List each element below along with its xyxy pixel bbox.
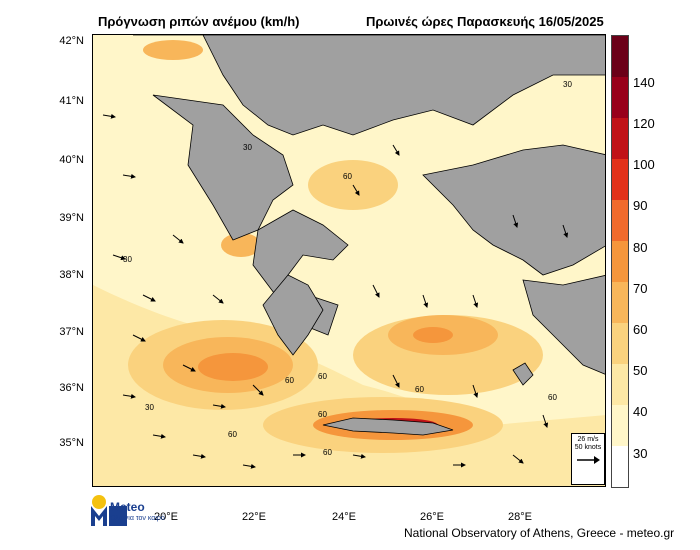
contour-label: 60 [228,430,237,439]
contour-label: 30 [563,80,572,89]
colorbar-label-30: 30 [633,446,648,461]
colorbar-label-120: 120 [633,116,655,131]
logo-name: Meteo [110,500,145,514]
colorbar-segment [612,446,628,487]
lat-label-42: 42°N [59,35,84,47]
contour-label: 60 [548,393,557,402]
reference-vector-box: 26 m/s 50 knots [571,433,605,485]
colorbar-segment [612,118,628,159]
meteo-logo-icon [91,495,127,526]
map-canvas: 30 30 60 60 60 60 60 60 30 30 60 60 [93,35,605,486]
land-masses [133,35,605,375]
lon-label-22: 22°E [242,511,266,523]
colorbar-segment [612,200,628,241]
lon-label-24: 24°E [332,511,356,523]
lon-label-26: 26°E [420,511,444,523]
contour-label: 30 [123,255,132,264]
contour-label: 30 [145,403,154,412]
lat-label-36: 36°N [59,382,84,394]
reference-knots: 50 knots [574,444,602,451]
contour-label: 60 [318,372,327,381]
colorbar-segment [612,77,628,118]
colorbar-segment [612,323,628,364]
map-subtitle: Πρωινές ώρες Παρασκευής 16/05/2025 [366,14,604,29]
contour-label: 30 [243,143,252,152]
lat-label-35: 35°N [59,437,84,449]
crete-island [322,417,454,436]
colorbar-segment [612,364,628,405]
colorbar-label-70: 70 [633,281,648,296]
colorbar-segment [612,282,628,323]
colorbar-label-100: 100 [633,157,655,172]
wind-gust-map: 30 30 60 60 60 60 60 60 30 30 60 60 [92,34,606,487]
contour-label: 60 [285,376,294,385]
rhodes-island [512,362,534,386]
colorbar [611,35,629,488]
colorbar-label-60: 60 [633,322,648,337]
colorbar-label-40: 40 [633,404,648,419]
colorbar-segment [612,405,628,446]
logo-tagline: Όλα για τον καιρό [110,515,165,522]
colorbar-label-90: 90 [633,198,648,213]
contour-label: 60 [415,385,424,394]
reference-arrow-icon [577,456,600,464]
lat-label-37: 37°N [59,326,84,338]
colorbar-segment [612,159,628,200]
contour-label: 60 [323,448,332,457]
lat-label-41: 41°N [59,95,84,107]
contour-label: 60 [343,172,352,181]
footer-credit: National Observatory of Athens, Greece -… [404,526,675,540]
colorbar-label-50: 50 [633,363,648,378]
lon-label-28: 28°E [508,511,532,523]
lat-label-38: 38°N [59,269,84,281]
reference-speed: 26 m/s [577,436,599,443]
lat-label-40: 40°N [59,154,84,166]
contour-label: 60 [318,410,327,419]
colorbar-segment [612,36,628,77]
map-title: Πρόγνωση ριπών ανέμου (km/h) [98,14,300,29]
contour-labels: 30 30 60 60 60 60 60 60 30 30 60 60 [123,80,572,457]
lat-label-39: 39°N [59,212,84,224]
wind-arrows [102,113,586,469]
colorbar-segment [612,241,628,282]
colorbar-label-80: 80 [633,240,648,255]
lon-label-20: 20°E [154,511,178,523]
colorbar-label-140: 140 [633,75,655,90]
